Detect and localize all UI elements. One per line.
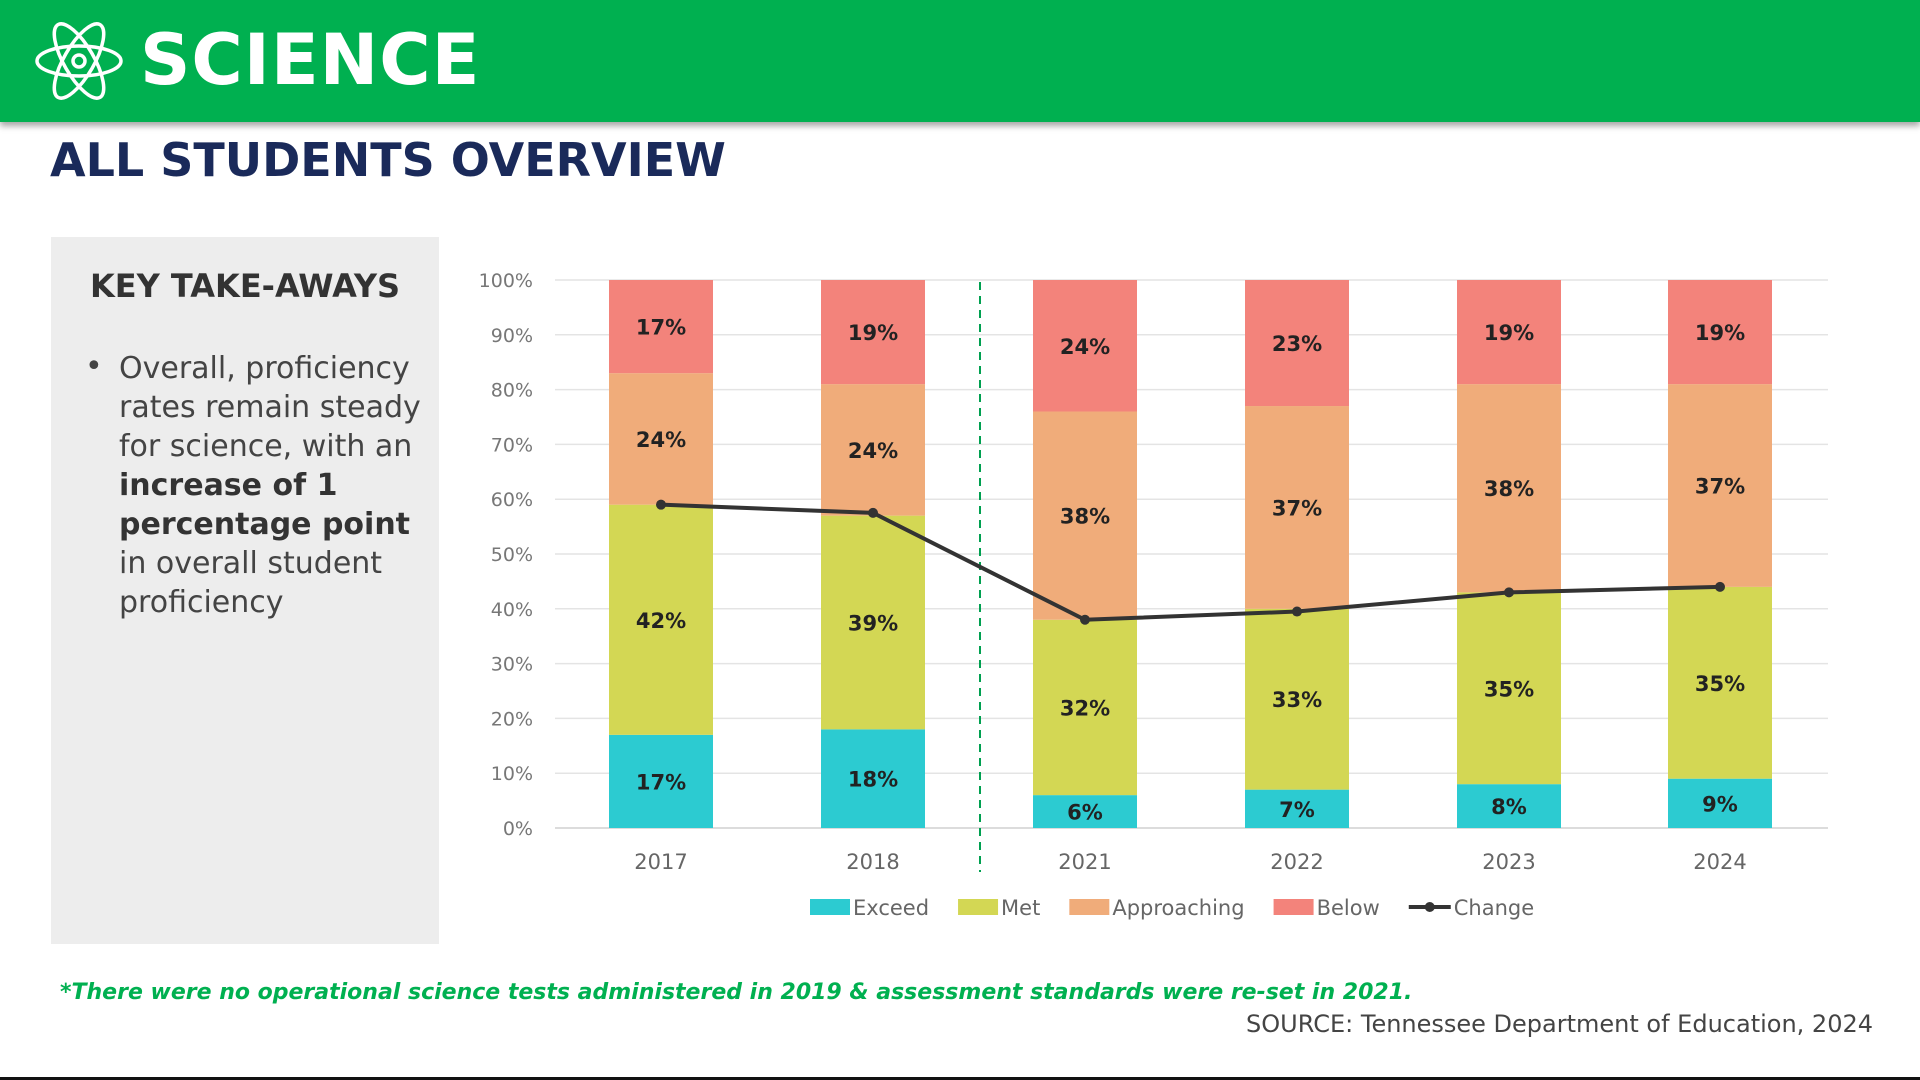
y-tick-label: 50% [491,544,533,566]
data-label: 33% [1272,688,1322,712]
bar-segment-met [1668,586,1772,779]
data-label: 32% [1060,696,1110,720]
change-line [660,502,1721,622]
takeaways-heading: KEY TAKE-AWAYS [89,267,401,305]
legend-marker-change [1424,902,1435,912]
header-banner: SCIENCE [0,0,1920,122]
data-label: 19% [848,321,898,345]
takeaway-text-post: in overall student proficiency [119,546,383,620]
x-tick-label: 2024 [1693,850,1746,874]
legend-label: Met [1001,896,1040,920]
bar-segment-below [1668,280,1772,385]
atom-icon [35,22,123,100]
bar-segment-below [1457,280,1561,385]
bar-segment-approaching [1033,411,1137,620]
legend-label: Change [1454,896,1534,920]
bar-segment-below [1245,280,1349,407]
x-tick-label: 2021 [1058,850,1111,874]
header-title: SCIENCE [140,19,481,101]
data-label: 6% [1067,801,1103,825]
data-label: 19% [1484,321,1534,345]
change-point [1080,614,1090,625]
y-tick-label: 40% [491,599,533,621]
footnote: *There were no operational science tests… [60,980,1413,1005]
bar-segment-approaching [609,373,713,505]
data-label: 42% [636,609,686,633]
bar-segment-exceed [1033,795,1137,828]
change-point [1504,587,1514,598]
data-label: 38% [1060,505,1110,529]
legend-swatch-exceed [810,899,850,915]
data-label: 8% [1491,795,1527,819]
x-tick-label: 2017 [634,850,687,874]
bar-segment-met [609,504,713,735]
data-label: 23% [1272,332,1322,356]
bar-segment-approaching [1457,384,1561,593]
bar-segment-met [821,515,925,730]
change-point [1292,606,1302,617]
data-label: 17% [636,316,686,340]
y-tick-label: 100% [479,270,533,292]
data-label: 19% [1695,321,1745,345]
data-label: 17% [636,770,686,794]
y-tick-label: 30% [491,654,533,676]
x-tick-label: 2023 [1482,850,1535,874]
bullet-icon: • [85,349,103,384]
data-label: 37% [1272,496,1322,520]
data-label: 18% [848,768,898,792]
change-point [868,507,878,518]
data-label: 35% [1484,677,1534,701]
change-point [656,499,666,510]
y-tick-label: 70% [491,434,533,456]
data-label: 38% [1484,477,1534,501]
legend-swatch-below [1273,899,1314,915]
change-point [1715,581,1725,592]
bar-segment-exceed [1457,784,1561,828]
bar-segment-met [1245,608,1349,790]
bar-segment-exceed [609,734,713,828]
page-title: ALL STUDENTS OVERVIEW [50,133,726,187]
bar-segment-approaching [1245,406,1349,609]
legend-label: Below [1317,896,1380,920]
bar-segment-met [1457,592,1561,785]
legend-swatch-approaching [1069,899,1110,915]
y-tick-label: 10% [491,763,533,785]
data-label: 24% [636,428,686,452]
bar-segment-approaching [1668,384,1772,587]
bar-segment-approaching [821,384,925,516]
data-label: 24% [1060,335,1110,359]
takeaway-text: Overall, proficiency rates remain steady… [119,349,429,622]
y-tick-label: 90% [491,325,533,347]
source-note: SOURCE: Tennessee Department of Educatio… [1246,1010,1873,1038]
data-label: 35% [1695,672,1745,696]
bar-segment-met [1033,619,1137,796]
data-label: 9% [1702,792,1738,816]
bar-segment-exceed [821,729,925,828]
takeaway-text-bold: increase of 1 percentage point [119,468,411,542]
data-label: 24% [848,439,898,463]
legend-label: Approaching [1112,896,1244,920]
takeaway-text-pre: Overall, proficiency rates remain steady… [119,351,421,464]
x-tick-label: 2018 [846,850,899,874]
bar-segment-below [1033,280,1137,412]
data-label: 37% [1695,475,1745,499]
bar-segment-exceed [1668,778,1772,828]
x-tick-label: 2022 [1270,850,1323,874]
data-label: 39% [848,612,898,636]
key-takeaways-panel: KEY TAKE-AWAYS • Overall, proficiency ra… [51,237,439,944]
bar-segment-below [821,280,925,385]
y-tick-label: 20% [491,708,533,730]
bottom-border [0,1077,1920,1080]
y-tick-label: 0% [503,818,533,840]
y-tick-label: 80% [491,380,533,402]
y-tick-label: 60% [491,489,533,511]
bar-segment-exceed [1245,789,1349,828]
legend-label: Exceed [853,896,929,920]
data-label: 7% [1279,798,1315,822]
bar-segment-below [609,280,713,374]
legend-swatch-met [958,899,999,915]
